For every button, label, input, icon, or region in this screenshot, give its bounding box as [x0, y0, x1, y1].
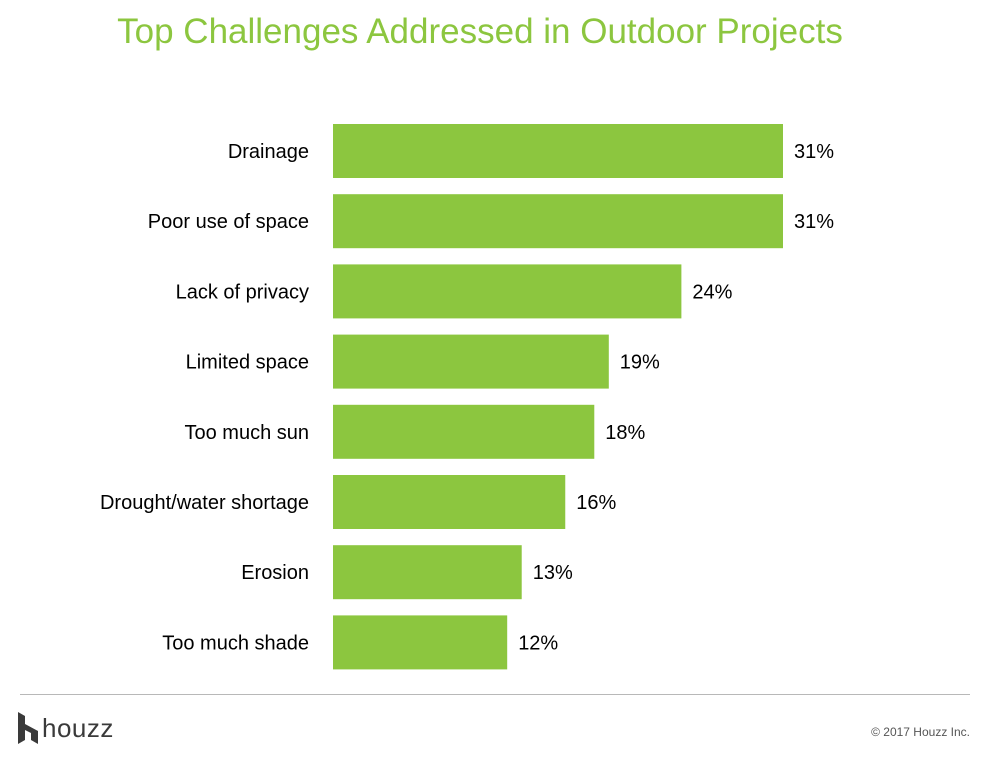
category-label: Too much sun [184, 422, 309, 444]
bar-4 [333, 404, 595, 459]
houzz-logo: houzz [18, 708, 114, 748]
bar-chart: Drainage 31% Poor use of space 31% Lack of p… [100, 124, 834, 670]
copyright-notice: © 2017 Houzz Inc. [871, 725, 970, 739]
chart-title: Top Challenges Addressed in Outdoor Proj… [117, 12, 843, 51]
bar-3 [333, 334, 609, 389]
category-label: Poor use of space [148, 211, 309, 233]
data-label: 16% [576, 492, 616, 514]
data-label: 31% [794, 211, 834, 233]
data-label: 18% [605, 422, 645, 444]
bar-5 [333, 475, 566, 529]
category-label: Limited space [186, 352, 309, 374]
bar-1 [333, 194, 783, 249]
category-label: Too much shade [162, 632, 309, 654]
bar-6 [333, 545, 522, 600]
category-label: Lack of privacy [176, 281, 309, 303]
footer-divider [20, 694, 970, 695]
data-label: 31% [794, 141, 834, 163]
data-label: 24% [692, 281, 732, 303]
brand-name: houzz [42, 712, 114, 743]
data-label: 12% [518, 632, 558, 654]
bar-7 [333, 615, 508, 670]
category-label: Drainage [228, 141, 309, 163]
houzz-logo-icon [18, 712, 38, 744]
category-label: Erosion [241, 562, 309, 584]
category-label: Drought/water shortage [100, 492, 309, 514]
bar-0 [333, 124, 783, 178]
data-label: 13% [533, 562, 573, 584]
bar-2 [333, 264, 682, 319]
data-label: 19% [620, 352, 660, 374]
